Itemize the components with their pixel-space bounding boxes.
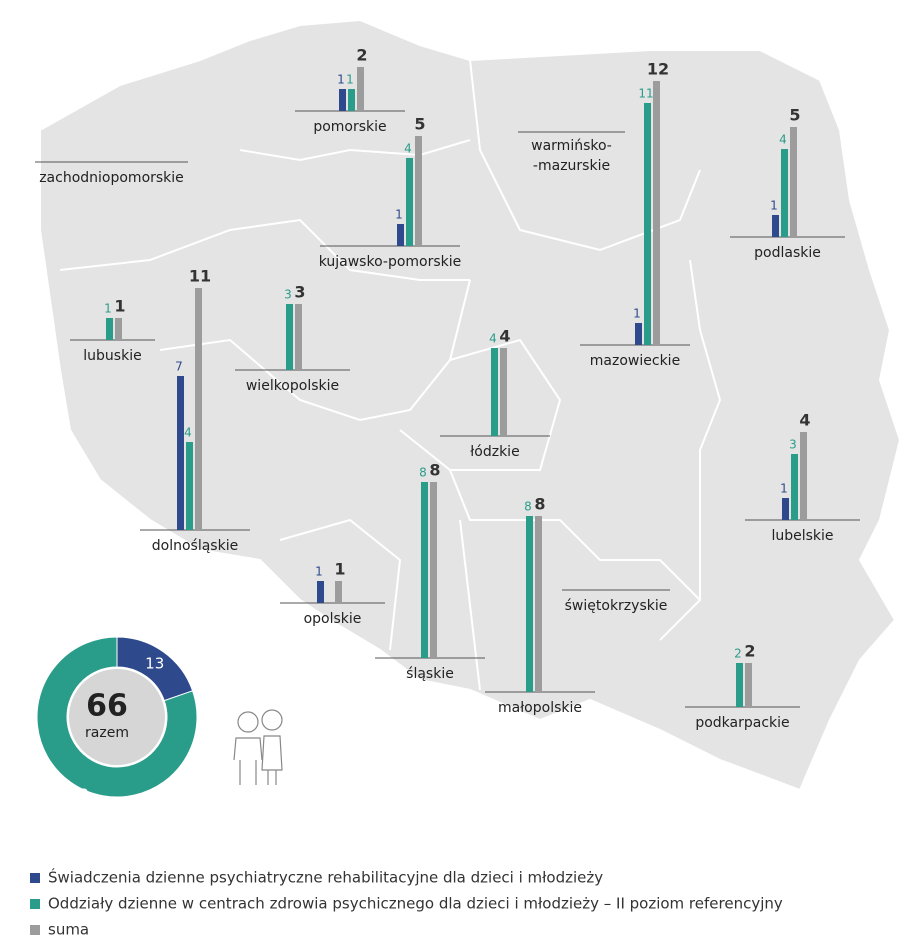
value-label: 1 (114, 297, 125, 316)
value-label: 4 (404, 142, 412, 156)
bar (644, 103, 651, 345)
bar (772, 215, 779, 237)
bar (415, 136, 422, 246)
bar (195, 288, 202, 530)
map-background (39, 18, 902, 792)
region-name: wielkopolskie (246, 378, 339, 394)
region-name: zachodniopomorskie (39, 170, 184, 186)
value-label: 1 (315, 565, 323, 579)
bar (526, 516, 533, 692)
donut-label: 53 (70, 785, 89, 803)
bar (491, 348, 498, 436)
value-label: 8 (534, 495, 545, 514)
value-label: 1 (104, 302, 112, 316)
region-name: warmińsko- (531, 138, 612, 154)
bar (736, 663, 743, 707)
region-name: lubuskie (83, 348, 141, 364)
region-name: lubelskie (771, 528, 833, 544)
bar (186, 442, 193, 530)
region-name: małopolskie (498, 700, 582, 716)
bar (500, 348, 507, 436)
legend-swatch (30, 925, 40, 935)
value-label: 8 (524, 500, 532, 514)
figures (233, 709, 283, 785)
value-label: 5 (789, 106, 800, 125)
value-label: 1 (334, 560, 345, 579)
bar (339, 89, 346, 111)
bar (357, 67, 364, 111)
region-name: podkarpackie (695, 715, 789, 731)
bar (397, 224, 404, 246)
value-label: 8 (419, 466, 427, 480)
value-label: 1 (770, 199, 778, 213)
bar (781, 149, 788, 237)
value-label: 1 (337, 73, 345, 87)
bar (635, 323, 642, 345)
value-label: 1 (633, 307, 641, 321)
bar (745, 663, 752, 707)
value-label: 2 (744, 642, 755, 661)
value-label: 4 (779, 133, 787, 147)
region-name: mazowieckie (590, 353, 680, 369)
region-name: podlaskie (754, 245, 821, 261)
legend-label: suma (48, 921, 89, 939)
value-label: 11 (189, 267, 211, 286)
donut-hole (69, 669, 165, 765)
bar (800, 432, 807, 520)
value-label: 3 (284, 288, 292, 302)
value-label: 12 (647, 60, 669, 79)
value-label: 4 (489, 332, 497, 346)
region-name: pomorskie (313, 119, 386, 135)
bar (115, 318, 122, 340)
value-label: 4 (799, 411, 810, 430)
bar (177, 376, 184, 530)
legend-label: Oddziały dzienne w centrach zdrowia psyc… (48, 895, 783, 913)
value-label: 5 (414, 115, 425, 134)
bar (430, 482, 437, 658)
region-name: opolskie (304, 611, 362, 627)
value-label: 2 (356, 46, 367, 65)
region-name: łódzkie (470, 444, 519, 460)
bar (535, 516, 542, 692)
total-label: razem (85, 725, 129, 741)
value-label: 4 (499, 327, 510, 346)
donut-label: 13 (145, 655, 164, 673)
bar (106, 318, 113, 340)
region-name: śląskie (406, 666, 454, 682)
value-label: 3 (789, 438, 797, 452)
bar (421, 482, 428, 658)
legend-swatch (30, 899, 40, 909)
region-name: kujawsko-pomorskie (319, 254, 462, 270)
bar (335, 581, 342, 603)
bar (348, 89, 355, 111)
value-label: 1 (346, 73, 354, 87)
donut-segment (36, 636, 198, 798)
value-label: 7 (175, 360, 183, 374)
legend-label: Świadczenia dzienne psychiatryczne rehab… (48, 868, 603, 887)
region-name: świętokrzyskie (565, 598, 668, 614)
bar (790, 127, 797, 237)
value-label: 11 (638, 87, 653, 101)
value-label: 1 (395, 208, 403, 222)
bar (406, 158, 413, 246)
bar (295, 304, 302, 370)
region-borders (59, 59, 722, 691)
region-name: dolnośląskie (152, 538, 238, 554)
bar (791, 454, 798, 520)
value-label: 4 (184, 426, 192, 440)
bar (782, 498, 789, 520)
bar (317, 581, 324, 603)
value-label: 3 (294, 283, 305, 302)
region-name: -mazurskie (533, 158, 610, 174)
bar (286, 304, 293, 370)
value-label: 1 (780, 482, 788, 496)
value-label: 8 (429, 461, 440, 480)
total-value: 66 (86, 689, 128, 724)
bar (653, 81, 660, 345)
legend-swatch (30, 873, 40, 883)
value-label: 2 (734, 647, 742, 661)
